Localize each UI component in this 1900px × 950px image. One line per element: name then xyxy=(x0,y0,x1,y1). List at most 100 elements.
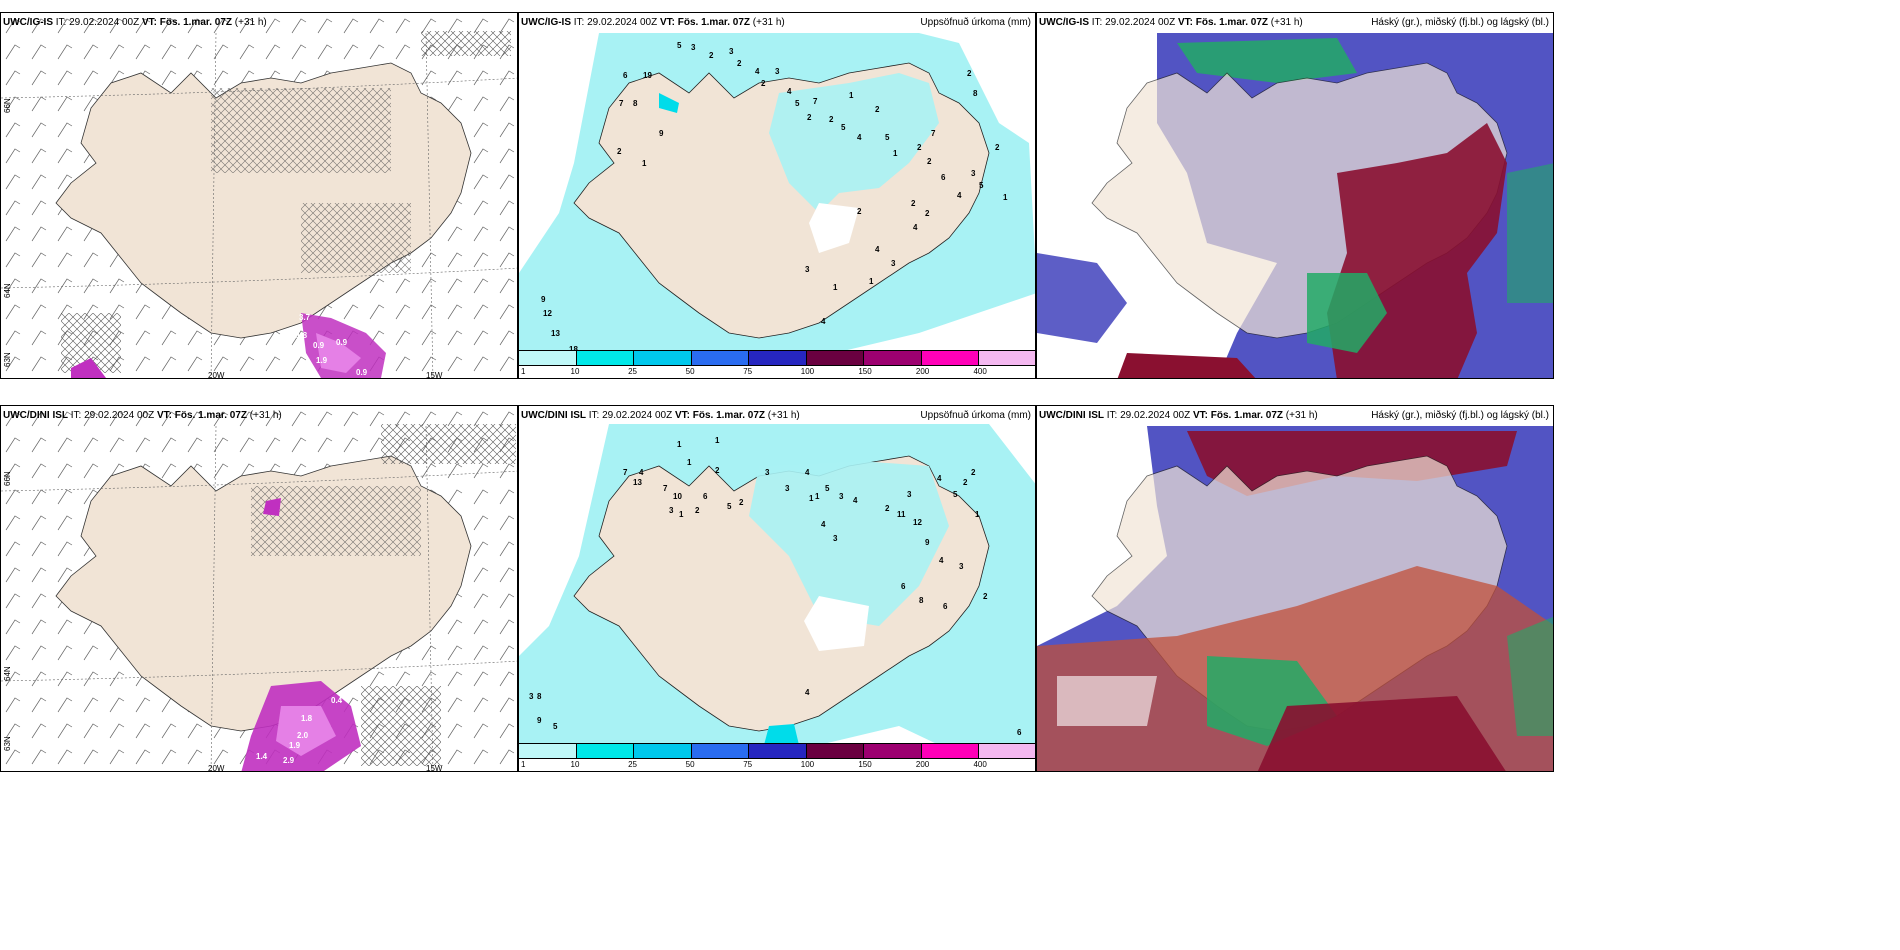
colorbar-swatch xyxy=(921,743,980,759)
precip-value-label: 3 xyxy=(729,47,734,56)
colorbar-swatch xyxy=(749,743,807,759)
colorbar-tick-label: 75 xyxy=(743,367,753,376)
precip-value-label: 9 xyxy=(537,716,542,725)
colorbar-tick-label: 75 xyxy=(743,760,753,769)
precip-value-label: 2 xyxy=(963,478,968,487)
colorbar-tick-label: 200 xyxy=(915,367,930,376)
precip-value-label: 1 xyxy=(715,436,720,445)
panel-title: Uppsöfnuð úrkoma (mm) xyxy=(920,410,1031,421)
precip-value-label: 4 xyxy=(913,223,918,232)
contour-value: 1.9 xyxy=(316,356,328,365)
precip-value-label: 5 xyxy=(979,181,984,190)
colorbar-tick-label: 1 xyxy=(521,367,526,376)
precip-value-label: 2 xyxy=(885,504,890,513)
precip-value-label: 1 xyxy=(833,283,838,292)
precip-value-label: 5 xyxy=(553,722,558,731)
precip-value-label: 1 xyxy=(642,159,647,168)
precip-value-label: 2 xyxy=(927,157,932,166)
precip-value-label: 13 xyxy=(633,478,642,487)
lat-label-63: 63N xyxy=(3,736,12,751)
precip-value-label: 2 xyxy=(807,113,812,122)
precip-value-label: 12 xyxy=(913,518,922,527)
panel-header: UWC/DINI ISL IT: 29.02.2024 00Z VT: Fös.… xyxy=(1039,410,1318,421)
precip-value-label: 2 xyxy=(995,143,1000,152)
lon-label-20: 20W xyxy=(208,371,225,379)
colorbar-tick-label: 50 xyxy=(685,367,695,376)
contour-value: 2.9 xyxy=(283,756,295,765)
colorbar-tick-label: 25 xyxy=(628,367,638,376)
panel-header: UWC/DINI ISL IT: 29.02.2024 00Z VT: Fös.… xyxy=(3,410,282,421)
colorbar-swatch xyxy=(691,350,750,366)
precip-value-label: 1 xyxy=(679,510,684,519)
precip-value-label: 2 xyxy=(829,115,834,124)
precip-value-label: 3 xyxy=(775,67,780,76)
precip-value-label: 1 xyxy=(687,458,692,467)
panel-header: UWC/IG-IS IT: 29.02.2024 00Z VT: Fös. 1.… xyxy=(521,17,785,28)
contour-value: 0.9 xyxy=(313,341,325,350)
contour-value: 2.0 xyxy=(297,731,309,740)
precip-value-label: 2 xyxy=(911,199,916,208)
contour-value: 1.8 xyxy=(296,331,308,340)
wind-map-panel-row2: UWC/DINI ISL IT: 29.02.2024 00Z VT: Fös.… xyxy=(0,405,518,772)
precip-value-label: 4 xyxy=(939,556,944,565)
precip-value-label: 9 xyxy=(925,538,930,547)
colorbar-tick-label: 100 xyxy=(800,367,815,376)
precip-value-label: 4 xyxy=(857,133,862,142)
colorbar-tick-label: 400 xyxy=(973,367,987,376)
precip-value-label: 3 xyxy=(805,265,810,274)
panel-header: UWC/DINI ISL IT: 29.02.2024 00Z VT: Fös.… xyxy=(521,410,800,421)
precip-value-label: 8 xyxy=(973,89,978,98)
lat-label-63: 63N xyxy=(3,352,12,367)
precip-value-label: 1 xyxy=(849,91,854,100)
precip-value-label: 6 xyxy=(703,492,708,501)
precip-map-panel-row1: UWC/IG-IS IT: 29.02.2024 00Z VT: Fös. 1.… xyxy=(518,12,1036,379)
precip-value-label: 1 xyxy=(975,510,980,519)
precip-value-label: 3 xyxy=(959,562,964,571)
colorbar-swatch xyxy=(864,350,922,366)
precip-value-label: 13 xyxy=(551,329,560,338)
precip-value-label: 4 xyxy=(937,474,942,483)
precip-value-label: 2 xyxy=(709,51,714,60)
precip-value-label: 6 xyxy=(943,602,948,611)
contour-value: 0.9 xyxy=(336,338,348,347)
precip-value-label: 3 xyxy=(765,468,770,477)
precip-value-label: 4 xyxy=(853,496,858,505)
precip-value-label: 10 xyxy=(673,492,682,501)
precip-value-label: 19 xyxy=(643,71,652,80)
precip-value-label: 4 xyxy=(787,87,792,96)
precip-value-label: 2 xyxy=(875,105,880,114)
precip-value-label: 4 xyxy=(957,191,962,200)
contour-value: 1.9 xyxy=(289,741,301,750)
colorbar-swatch xyxy=(749,350,807,366)
precip-map-panel-row2: UWC/DINI ISL IT: 29.02.2024 00Z VT: Fös.… xyxy=(518,405,1036,772)
precip-value-label: 2 xyxy=(737,59,742,68)
precip-value-label: 2 xyxy=(971,468,976,477)
lon-label-15: 15W xyxy=(426,371,443,379)
precip-value-label: 1 xyxy=(809,494,814,503)
precip-map xyxy=(519,424,1035,745)
panel-title: Háský (gr.), miðský (fj.bl.) og lágský (… xyxy=(1371,410,1549,421)
colorbar-tick-label: 10 xyxy=(570,367,580,376)
lat-label-66: 66N xyxy=(3,98,12,113)
precip-value-label: 1 xyxy=(869,277,874,286)
precip-value-label: 4 xyxy=(821,317,826,326)
precip-value-label: 3 xyxy=(529,692,534,701)
precip-value-label: 7 xyxy=(619,99,624,108)
precip-value-label: 9 xyxy=(659,129,664,138)
precip-value-label: 5 xyxy=(825,484,830,493)
colorbar-swatch xyxy=(806,743,865,759)
precip-value-label: 2 xyxy=(761,79,766,88)
precip-value-label: 9 xyxy=(541,295,546,304)
cloud-map xyxy=(1037,406,1553,771)
precip-value-label: 3 xyxy=(971,169,976,178)
colorbar-swatch xyxy=(576,350,635,366)
panel-header: UWC/IG-IS IT: 29.02.2024 00Z VT: Fös. 1.… xyxy=(1039,17,1303,28)
lon-label-15: 15W xyxy=(426,764,443,772)
contour-value: 0.4 xyxy=(331,696,343,705)
cloud-map-panel-row1: UWC/IG-IS IT: 29.02.2024 00Z VT: Fös. 1.… xyxy=(1036,12,1554,379)
panel-title: Uppsöfnuð úrkoma (mm) xyxy=(920,17,1031,28)
colorbar: 1 10 25 50 75 100 150 200 400 xyxy=(519,350,1035,378)
precip-value-label: 7 xyxy=(623,468,628,477)
cloud-map xyxy=(1037,13,1553,378)
precip-value-label: 2 xyxy=(983,592,988,601)
